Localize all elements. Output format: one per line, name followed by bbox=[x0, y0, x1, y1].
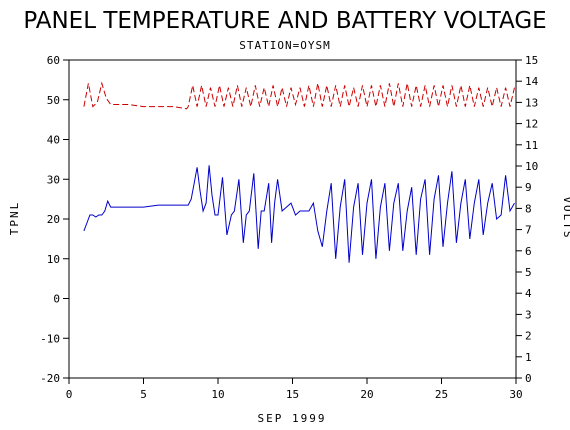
x-axis-label: SEP 1999 bbox=[258, 412, 327, 425]
y-tick-label-right: 13 bbox=[525, 96, 538, 109]
y-tick-label-left: 50 bbox=[47, 94, 60, 107]
chart-subtitle: STATION=OYSM bbox=[239, 39, 330, 52]
y-tick-label-right: 4 bbox=[525, 287, 532, 300]
y-tick-label-left: -10 bbox=[40, 332, 60, 345]
y-tick-label-left: -20 bbox=[40, 372, 60, 385]
x-tick-label: 25 bbox=[435, 388, 448, 401]
y-tick-label-right: 9 bbox=[525, 181, 532, 194]
y-tick-label-right: 11 bbox=[525, 139, 538, 152]
series-layer bbox=[83, 81, 515, 263]
y-tick-label-right: 2 bbox=[525, 330, 532, 343]
y-tick-label-right: 3 bbox=[525, 308, 532, 321]
x-tick-label: 15 bbox=[286, 388, 299, 401]
y-axis-label-left: TPNL bbox=[8, 201, 21, 236]
y-tick-label-right: 5 bbox=[525, 266, 532, 279]
y-tick-label-right: 12 bbox=[525, 118, 538, 131]
chart-title: PANEL TEMPERATURE AND BATTERY VOLTAGE bbox=[23, 8, 546, 34]
x-tick-label: 0 bbox=[66, 388, 73, 401]
y-tick-label-right: 8 bbox=[525, 202, 532, 215]
y-tick-label-right: 7 bbox=[525, 224, 532, 237]
series-line-voltage bbox=[83, 81, 515, 110]
y-axis-label-right: VOLTS bbox=[561, 196, 570, 239]
y-tick-label-left: 40 bbox=[47, 134, 60, 147]
y-tick-label-right: 14 bbox=[525, 75, 539, 88]
y-tick-label-left: 30 bbox=[47, 173, 60, 186]
x-tick-label: 5 bbox=[140, 388, 147, 401]
y-axis-left: -20 -10 0 10 20 30 40 50 60 bbox=[40, 54, 69, 385]
y-tick-label-left: 0 bbox=[53, 293, 60, 306]
y-tick-label-left: 10 bbox=[47, 253, 60, 266]
y-tick-label-right: 10 bbox=[525, 160, 538, 173]
series-line-temperature bbox=[83, 165, 515, 263]
y-tick-label-right: 0 bbox=[525, 372, 532, 385]
x-tick-label: 10 bbox=[211, 388, 224, 401]
x-axis: 0 5 10 15 20 25 30 bbox=[66, 378, 523, 401]
x-tick-label: 20 bbox=[360, 388, 373, 401]
y-tick-label-right: 6 bbox=[525, 245, 532, 258]
y-tick-label-left: 60 bbox=[47, 54, 60, 67]
plot-frame bbox=[68, 59, 517, 379]
y-tick-label-right: 15 bbox=[525, 54, 538, 67]
x-tick-label: 30 bbox=[509, 388, 522, 401]
y-tick-label-left: 20 bbox=[47, 213, 60, 226]
y-tick-label-right: 1 bbox=[525, 351, 532, 364]
